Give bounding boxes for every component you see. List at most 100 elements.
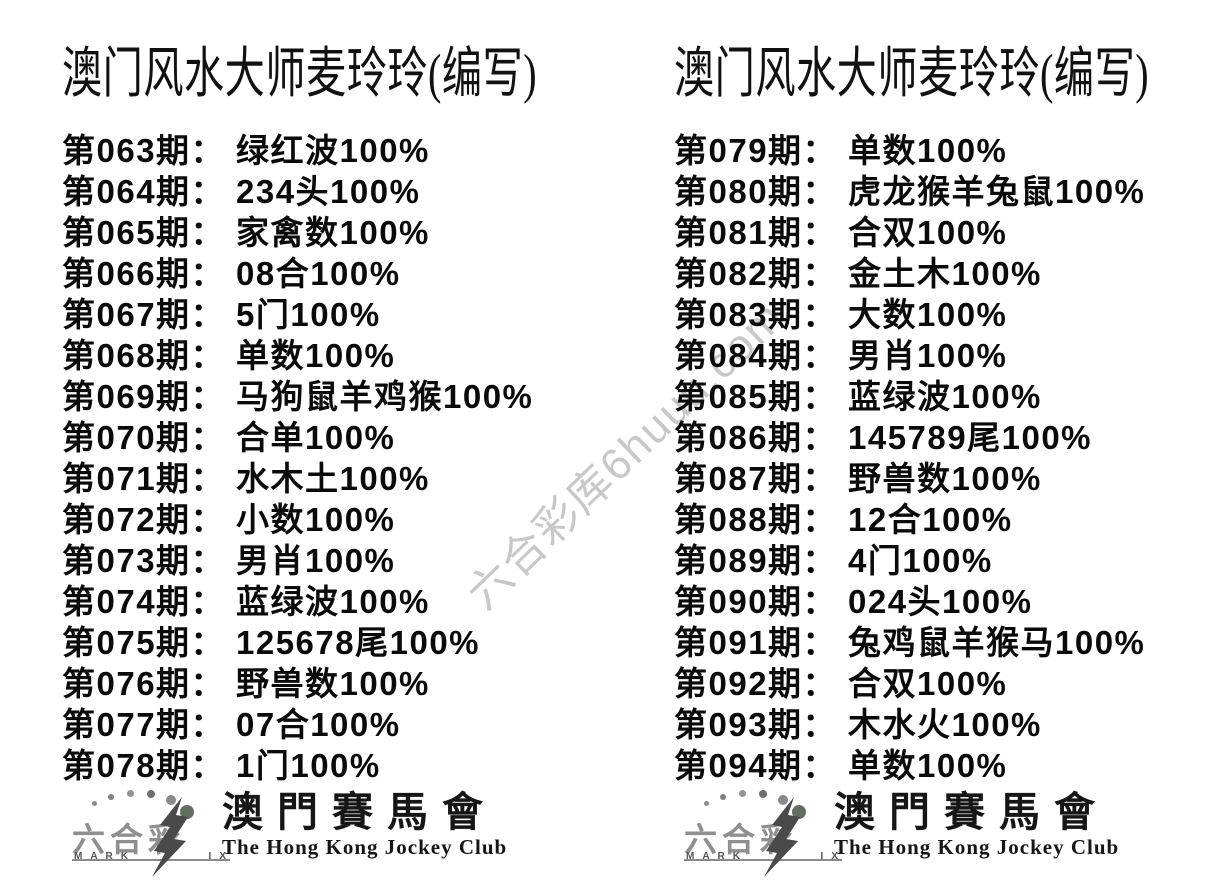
prediction-row: 第074期： 蓝绿波100% (62, 578, 622, 620)
prediction-value: 1门100% (236, 746, 381, 784)
column-left-title: 澳门风水大师麦玲玲(编写) (62, 42, 538, 105)
prediction-value: 145789尾100% (848, 418, 1093, 456)
prediction-row: 第094期： 单数100% (674, 742, 1208, 784)
prediction-value: 绿红波100% (236, 131, 430, 169)
prediction-value: 单数100% (848, 131, 1008, 169)
six-letters: IX (820, 851, 846, 862)
prediction-row: 第091期： 兔鸡鼠羊猴马100% (674, 619, 1208, 661)
six-letters: IX (208, 851, 234, 862)
mark-letters: MARK (686, 851, 748, 862)
prediction-value: 蓝绿波100% (236, 582, 430, 620)
prediction-row: 第083期： 大数100% (674, 291, 1208, 333)
mark-six-letters: MARK IX (74, 851, 234, 862)
period-label: 第094期： (674, 746, 838, 784)
prediction-value: 125678尾100% (236, 623, 481, 661)
period-label: 第091期： (674, 623, 838, 661)
period-label: 第065期： (62, 213, 226, 251)
logo-dot (92, 801, 97, 806)
prediction-value: 5门100% (236, 295, 381, 333)
prediction-row: 第077期： 07合100% (62, 701, 622, 743)
prediction-value: 234头100% (236, 172, 421, 210)
logo-dot (108, 794, 114, 800)
prediction-row: 第072期： 小数100% (62, 496, 622, 538)
period-label: 第071期： (62, 459, 226, 497)
period-label: 第084期： (674, 336, 838, 374)
prediction-row: 第073期： 男肖100% (62, 537, 622, 579)
column-right: 澳门风水大师麦玲玲(编写) 第079期： 单数100% 第080期： 虎龙猴羊兔鼠10… (674, 43, 1208, 879)
prediction-row: 第086期： 145789尾100% (674, 414, 1208, 456)
prediction-row: 第067期： 5门100% (62, 291, 622, 333)
prediction-value: 家禽数100% (236, 213, 430, 251)
period-label: 第066期： (62, 254, 226, 292)
jockey-club-text: 澳門賽馬會 The Hong Kong Jockey Club (222, 789, 507, 860)
prediction-value: 水木土100% (236, 459, 430, 497)
prediction-value: 大数100% (848, 295, 1008, 333)
period-label: 第092期： (674, 664, 838, 702)
prediction-row: 第075期： 125678尾100% (62, 619, 622, 661)
predictions-list-right: 第079期： 单数100% 第080期： 虎龙猴羊兔鼠100% 第081期： 合双100%… (674, 127, 1208, 784)
prediction-row: 第065期： 家禽数100% (62, 209, 622, 251)
prediction-value: 男肖100% (848, 336, 1008, 374)
period-label: 第082期： (674, 254, 838, 292)
logo-dot (739, 790, 746, 797)
prediction-row: 第064期： 234头100% (62, 168, 622, 210)
jockey-club-english: The Hong Kong Jockey Club (834, 835, 1120, 860)
period-label: 第072期： (62, 500, 226, 538)
period-label: 第064期： (62, 172, 226, 210)
prediction-row: 第076期： 野兽数100% (62, 660, 622, 702)
period-label: 第087期： (674, 459, 838, 497)
logo-dot (166, 795, 176, 805)
prediction-row: 第080期： 虎龙猴羊兔鼠100% (674, 168, 1208, 210)
mark-letters: MARK (74, 851, 136, 862)
prediction-row: 第079期： 单数100% (674, 127, 1208, 169)
logo-dot (180, 805, 194, 819)
logo-divider-line (72, 859, 230, 861)
period-label: 第074期： (62, 582, 226, 620)
prediction-value: 金土木100% (848, 254, 1042, 292)
prediction-value: 合单100% (236, 418, 396, 456)
period-label: 第086期： (674, 418, 838, 456)
period-label: 第077期： (62, 705, 226, 743)
prediction-value: 小数100% (236, 500, 396, 538)
logo-dot (147, 790, 155, 798)
mark-six-logo: 六合彩 MARK IX (684, 789, 842, 879)
period-label: 第090期： (674, 582, 838, 620)
period-label: 第076期： (62, 664, 226, 702)
prediction-row: 第081期： 合双100% (674, 209, 1208, 251)
jockey-club-text: 澳門賽馬會 The Hong Kong Jockey Club (834, 789, 1119, 860)
period-label: 第088期： (674, 500, 838, 538)
prediction-value: 兔鸡鼠羊猴马100% (848, 623, 1146, 661)
prediction-row: 第090期： 024头100% (674, 578, 1208, 620)
period-label: 第089期： (674, 541, 838, 579)
lightning-bolt-icon (152, 797, 188, 877)
jockey-club-chinese: 澳門賽馬會 (834, 789, 1109, 835)
prediction-value: 单数100% (236, 336, 396, 374)
prediction-value: 虎龙猴羊兔鼠100% (848, 172, 1146, 210)
mark-six-logo: 六合彩 MARK IX (72, 789, 230, 879)
prediction-row: 第093期： 木水火100% (674, 701, 1208, 743)
period-label: 第078期： (62, 746, 226, 784)
prediction-row: 第084期： 男肖100% (674, 332, 1208, 374)
period-label: 第085期： (674, 377, 838, 415)
prediction-value: 合双100% (848, 664, 1008, 702)
logo-dot (720, 794, 726, 800)
prediction-value: 07合100% (236, 705, 401, 743)
logo-divider-line (684, 859, 842, 861)
prediction-row: 第078期： 1门100% (62, 742, 622, 784)
period-label: 第070期： (62, 418, 226, 456)
period-label: 第063期： (62, 131, 226, 169)
prediction-value: 024头100% (848, 582, 1033, 620)
prediction-value: 合双100% (848, 213, 1008, 251)
logo-dot (792, 805, 806, 819)
period-label: 第083期： (674, 295, 838, 333)
prediction-value: 单数100% (848, 746, 1008, 784)
jockey-club-chinese: 澳門賽馬會 (222, 789, 497, 835)
period-label: 第081期： (674, 213, 838, 251)
period-label: 第068期： (62, 336, 226, 374)
prediction-value: 4门100% (848, 541, 993, 579)
prediction-value: 08合100% (236, 254, 401, 292)
logo-dot (778, 795, 788, 805)
predictions-list-left: 第063期： 绿红波100% 第064期： 234头100% 第065期： 家禽数100%… (62, 127, 622, 784)
prediction-row: 第070期： 合单100% (62, 414, 622, 456)
lightning-bolt-icon (764, 797, 800, 877)
